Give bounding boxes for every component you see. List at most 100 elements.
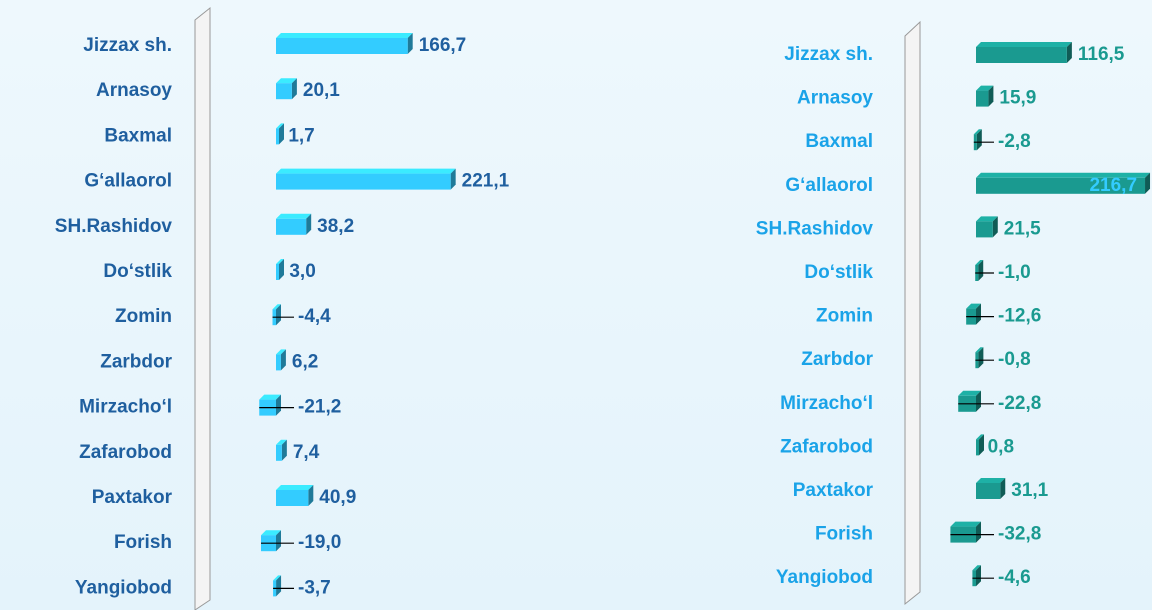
category-label: Do‘stlik	[804, 262, 873, 283]
bar-top	[976, 478, 1006, 483]
bar-side	[276, 575, 282, 597]
bar-side	[988, 85, 994, 107]
bar-top	[259, 394, 281, 400]
bar	[276, 218, 307, 235]
bar-top	[260, 530, 281, 536]
category-label: Baxmal	[104, 125, 172, 146]
value-label: -22,8	[998, 393, 1041, 414]
value-label: 221,1	[462, 171, 510, 192]
bar-side	[279, 123, 284, 145]
category-label: Yangiobod	[776, 567, 873, 588]
bar-side	[308, 485, 314, 506]
value-label: 38,2	[317, 216, 354, 237]
category-label: SH.Rashidov	[756, 218, 874, 239]
category-label: Zarbdor	[801, 349, 873, 370]
value-label: 15,9	[999, 88, 1036, 109]
bar-side	[976, 521, 981, 543]
bar-top	[976, 216, 998, 222]
value-label: 166,7	[419, 35, 467, 56]
bar-top	[276, 123, 284, 129]
category-label: Jizzax sh.	[83, 35, 172, 56]
bar-top	[276, 485, 314, 490]
bar-top	[976, 42, 1072, 47]
category-label: Zarbdor	[100, 351, 172, 372]
bar-top	[276, 78, 297, 84]
value-label: -19,0	[298, 532, 341, 553]
bar-side	[276, 394, 281, 416]
value-label: -3,7	[298, 577, 331, 598]
bar-top	[966, 303, 981, 309]
category-label: Paxtakor	[793, 480, 874, 501]
bar-top	[976, 85, 994, 91]
bar-top	[958, 390, 981, 396]
bar	[976, 177, 1146, 194]
value-label: 21,5	[1004, 218, 1041, 239]
value-label: 7,4	[293, 442, 320, 463]
bar	[976, 483, 1001, 499]
category-label: Baxmal	[805, 131, 873, 152]
category-label: Paxtakor	[92, 487, 173, 508]
bar-top	[276, 33, 413, 38]
value-label: -2,8	[998, 131, 1031, 152]
bar	[276, 38, 408, 54]
category-label: Zomin	[816, 306, 873, 327]
bar-side	[976, 303, 981, 325]
value-label: 216,7	[1089, 175, 1137, 196]
category-label: SH.Rashidov	[55, 216, 173, 237]
category-label: Mirzacho‘l	[780, 393, 873, 414]
value-label: 31,1	[1011, 480, 1048, 501]
bar-side	[976, 129, 982, 151]
bar-side	[979, 434, 984, 456]
bar	[276, 83, 292, 100]
bar-side	[976, 565, 981, 587]
bar-top	[972, 565, 981, 571]
category-label: Arnasoy	[96, 80, 172, 101]
bar-side	[281, 439, 287, 461]
value-label: 40,9	[319, 487, 356, 508]
bar-top	[975, 347, 984, 353]
category-label: Mirzacho‘l	[79, 397, 172, 418]
bar	[276, 173, 451, 190]
category-label: Jizzax sh.	[784, 44, 873, 65]
bar-side	[306, 213, 312, 235]
value-label: -32,8	[998, 524, 1041, 545]
bar-top	[276, 168, 456, 174]
bar-top	[975, 260, 984, 265]
bar-side	[280, 349, 286, 371]
bar	[976, 439, 979, 456]
value-label: -4,4	[298, 306, 331, 327]
bar-side	[1000, 478, 1006, 499]
value-label: 0,8	[988, 436, 1014, 457]
bar-side	[976, 390, 981, 412]
bar	[976, 47, 1067, 63]
bar	[276, 354, 281, 371]
bar	[976, 90, 989, 107]
bar-side	[1145, 172, 1151, 194]
bar-side	[992, 216, 998, 238]
bar-top	[950, 521, 981, 527]
bar	[976, 221, 993, 238]
bar-side	[279, 259, 284, 280]
bar-side	[276, 530, 281, 552]
value-label: 20,1	[303, 80, 340, 101]
category-label: Zafarobod	[780, 436, 873, 457]
value-label: 116,5	[1078, 44, 1125, 65]
frame-left	[194, 6, 211, 610]
category-label: Do‘stlik	[103, 261, 172, 282]
bar-top	[276, 213, 312, 219]
bar-side	[407, 33, 413, 54]
frame-right	[904, 20, 921, 606]
bar-side	[450, 168, 456, 190]
category-label: Yangiobod	[75, 577, 172, 598]
category-label: G‘allaorol	[785, 175, 873, 196]
bar-side	[291, 78, 297, 100]
bar-top	[973, 129, 982, 135]
bar-top	[276, 349, 286, 355]
bar-side	[1066, 42, 1072, 63]
value-label: 6,2	[292, 351, 318, 372]
value-label: -1,0	[998, 262, 1031, 283]
bar-top	[272, 304, 281, 310]
bar-top	[976, 172, 1151, 178]
category-label: G‘allaorol	[84, 171, 172, 192]
